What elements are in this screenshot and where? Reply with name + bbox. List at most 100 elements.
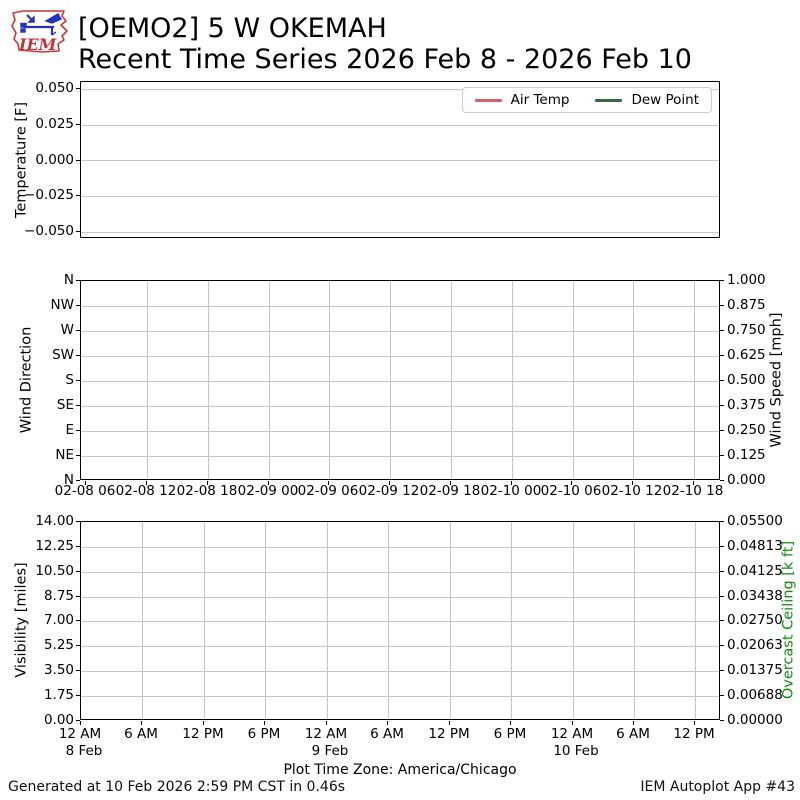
visibility-ytick: 1.75 — [43, 687, 74, 703]
time-xtick: 6 AM — [124, 726, 158, 742]
tick-mark — [76, 160, 80, 161]
tick-mark — [720, 305, 724, 306]
tick-mark — [76, 124, 80, 125]
wind-xtick: 02-10 06 — [540, 483, 602, 499]
time-xtick: 12 AM — [550, 726, 594, 742]
tick-mark — [326, 721, 327, 725]
gridline-h — [81, 406, 719, 407]
wind-xtick: 02-10 18 — [662, 483, 724, 499]
gridline-h — [81, 89, 719, 90]
wind-speed-ylabel: Wind Speed [mph] — [768, 312, 785, 448]
time-xtick: 12 PM — [428, 726, 470, 742]
visibility-ytick: 3.50 — [43, 662, 74, 678]
tick-mark — [693, 481, 694, 485]
time-xtick: 6 PM — [247, 726, 281, 742]
tick-mark — [720, 330, 724, 331]
tick-mark — [203, 721, 204, 725]
legend-item-air-temp: Air Temp — [474, 92, 570, 108]
ceiling-ytick: 0.00688 — [727, 687, 783, 703]
tick-mark — [76, 405, 80, 406]
page-subtitle: Recent Time Series 2026 Feb 8 - 2026 Feb… — [78, 44, 692, 75]
wind-dir-ytick: NW — [50, 297, 74, 313]
tick-mark — [720, 596, 724, 597]
wind-dir-ytick: E — [65, 422, 74, 438]
visibility-panel — [80, 521, 720, 720]
footer-app: IEM Autoplot App #43 — [640, 779, 795, 795]
gridline-v — [573, 281, 574, 479]
time-xtick: 12 AM — [304, 726, 348, 742]
wind-xtick: 02-08 12 — [115, 483, 177, 499]
gridline-v — [633, 281, 634, 479]
tick-mark — [387, 721, 388, 725]
tick-mark — [572, 721, 573, 725]
wind-dir-ytick: NE — [55, 447, 74, 463]
ceiling-ytick: 0.03438 — [727, 588, 783, 604]
gridline-v — [451, 281, 452, 479]
iem-logo: IEM — [11, 10, 68, 54]
tick-mark — [720, 430, 724, 431]
logo-text: IEM — [18, 35, 58, 54]
ceiling-ytick: 0.05500 — [727, 513, 783, 529]
gridline-v — [269, 281, 270, 479]
time-xtick: 12 PM — [182, 726, 224, 742]
ceiling-ytick: 0.04813 — [727, 538, 783, 554]
ceiling-ytick: 0.02063 — [727, 637, 783, 653]
wind-dir-ytick: S — [65, 372, 74, 388]
tick-mark — [389, 481, 390, 485]
gridline-h — [81, 431, 719, 432]
tick-mark — [720, 720, 724, 721]
tick-mark — [76, 480, 80, 481]
ceiling-ytick: 0.04125 — [727, 563, 783, 579]
time-xtick: 6 AM — [616, 726, 650, 742]
gridline-h — [81, 160, 719, 161]
gridline-h — [81, 306, 719, 307]
temp-ytick: −0.025 — [24, 187, 74, 203]
wind-dir-ytick: SE — [56, 397, 74, 413]
visibility-ytick: 7.00 — [43, 612, 74, 628]
gridline-h — [81, 621, 719, 622]
tick-mark — [80, 721, 81, 725]
tick-mark — [328, 481, 329, 485]
tick-mark — [76, 596, 80, 597]
wind-speed-ytick: 0.125 — [727, 447, 766, 463]
tick-mark — [146, 481, 147, 485]
tick-mark — [76, 280, 80, 281]
gridline-v — [388, 522, 389, 719]
legend-label: Air Temp — [510, 92, 570, 108]
gridline-v — [450, 522, 451, 719]
tick-mark — [76, 546, 80, 547]
wind-dir-ytick: W — [60, 322, 74, 338]
gridline-v — [511, 522, 512, 719]
gridline-h — [81, 597, 719, 598]
temp-ytick: −0.050 — [24, 223, 74, 239]
ceiling-ytick: 0.02750 — [727, 612, 783, 628]
tick-mark — [510, 721, 511, 725]
wind-panel — [80, 280, 720, 480]
legend-label: Dew Point — [631, 92, 699, 108]
tick-mark — [632, 481, 633, 485]
wind-speed-ytick: 0.750 — [727, 322, 766, 338]
wind-xtick: 02-09 06 — [297, 483, 359, 499]
tick-mark — [76, 430, 80, 431]
gridline-v — [329, 281, 330, 479]
tick-mark — [76, 231, 80, 232]
visibility-ytick: 8.75 — [43, 588, 74, 604]
gridline-v — [390, 281, 391, 479]
wind-dir-ytick: N — [63, 272, 74, 288]
gridline-v — [695, 522, 696, 719]
wind-dir-ytick: N — [63, 472, 74, 488]
ceiling-ylabel: Overcast Ceiling [k ft] — [780, 540, 797, 700]
wind-speed-ytick: 1.000 — [727, 272, 766, 288]
page-title: [OEMO2] 5 W OKEMAH — [78, 13, 387, 44]
gridline-h — [81, 381, 719, 382]
tick-mark — [720, 670, 724, 671]
temp-ytick: 0.025 — [35, 116, 74, 132]
anemometer-icon-details — [20, 13, 63, 36]
gridline-v — [204, 522, 205, 719]
gridline-v — [634, 522, 635, 719]
tick-mark — [76, 571, 80, 572]
temp-ylabel: Temperature [F] — [13, 101, 30, 219]
tick-mark — [76, 670, 80, 671]
tick-mark — [720, 521, 724, 522]
